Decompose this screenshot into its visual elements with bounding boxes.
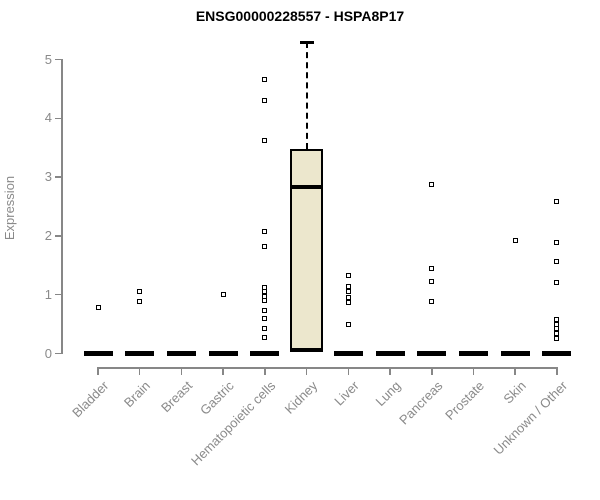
outlier-point (554, 331, 560, 337)
x-axis-category-label: Skin (500, 378, 529, 407)
outlier-point (262, 138, 268, 144)
x-axis-tick (431, 368, 433, 375)
y-axis-tick (55, 176, 61, 178)
y-axis-tick (55, 117, 61, 120)
x-axis-category-label: Lung (372, 378, 404, 410)
x-axis-tick (138, 368, 141, 375)
median-bar (125, 351, 155, 356)
outlier-point (429, 266, 435, 272)
outlier-point (262, 289, 268, 295)
y-axis-label: Expression (2, 175, 17, 241)
x-axis-category-label: Breast (157, 378, 196, 416)
outlier-point (262, 284, 268, 290)
median-bar (333, 351, 363, 356)
median-bar (250, 351, 280, 356)
y-axis-tick-label: 2 (44, 227, 52, 243)
outlier-point (262, 308, 268, 314)
y-axis-tick-label: 4 (44, 110, 52, 126)
y-axis-tick (55, 293, 61, 296)
outlier-point (220, 292, 226, 298)
outlier-point (554, 239, 560, 245)
median-bar (417, 351, 447, 356)
y-axis-tick-label: 0 (44, 345, 52, 361)
x-axis-tick (180, 368, 183, 375)
y-axis-tick-label: 5 (44, 51, 52, 67)
outlier-point (262, 98, 268, 104)
x-axis-category-label: Unknown / Other (490, 378, 571, 458)
outlier-point (554, 279, 560, 285)
outlier-point (95, 305, 101, 311)
outlier-point (429, 299, 435, 305)
outlier-point (137, 299, 143, 305)
y-axis-tick (55, 235, 61, 237)
median-bar (375, 351, 405, 356)
x-axis-tick (514, 368, 516, 375)
x-axis-category-label: Liver (331, 378, 362, 409)
x-axis-category-label: Prostate (442, 378, 488, 423)
median-bar (208, 351, 238, 356)
outlier-point (262, 228, 268, 234)
outlier-point (554, 316, 560, 322)
outlier-point (554, 198, 560, 204)
x-axis-tick (556, 368, 558, 375)
outlier-point (345, 284, 351, 289)
median-bar (83, 351, 113, 356)
outlier-point (262, 76, 268, 82)
outlier-point (137, 289, 143, 295)
outlier-point (512, 237, 518, 243)
x-axis-tick (347, 368, 350, 375)
x-axis-category-label: Kidney (281, 378, 321, 417)
y-axis-tick (55, 352, 61, 355)
outlier-point (554, 258, 560, 264)
outlier-point (345, 299, 351, 305)
outlier-point (345, 289, 351, 295)
x-axis-tick (264, 368, 266, 375)
y-axis-tick (55, 58, 61, 61)
median-line (290, 184, 324, 190)
x-axis-category-label: Brain (121, 378, 154, 411)
outlier-point (345, 273, 351, 279)
x-axis-tick (305, 368, 308, 375)
outlier-point (262, 315, 268, 321)
median-bar (458, 351, 488, 356)
x-axis-category-label: Pancreas (395, 378, 446, 428)
x-axis-tick (222, 368, 224, 375)
x-axis-tick (389, 368, 391, 375)
outlier-point (429, 279, 435, 285)
x-axis-category-label: Bladder (69, 378, 112, 421)
box (290, 149, 324, 353)
outlier-point (262, 325, 268, 331)
outlier-point (345, 321, 351, 327)
y-axis-tick-label: 3 (44, 169, 52, 185)
chart-title: ENSG00000228557 - HSPA8P17 (195, 8, 405, 24)
outlier-point (554, 321, 560, 327)
outlier-point (262, 298, 268, 304)
outlier-point (262, 244, 268, 250)
median-bar (500, 351, 530, 356)
x-axis-line (97, 367, 558, 369)
y-axis-line (61, 59, 63, 354)
median-bar (542, 351, 572, 356)
outlier-point (429, 182, 435, 188)
x-axis-category-label: Gastric (197, 378, 237, 418)
upper-whisker (305, 42, 308, 149)
whisker-cap (299, 41, 314, 44)
median-bar (166, 351, 196, 356)
outlier-point (554, 335, 560, 341)
y-axis-tick-label: 1 (44, 286, 52, 302)
x-axis-tick (97, 368, 99, 375)
outlier-point (262, 334, 268, 340)
outlier-point (554, 326, 560, 332)
outlier-point (345, 294, 351, 300)
x-axis-tick (472, 368, 475, 375)
